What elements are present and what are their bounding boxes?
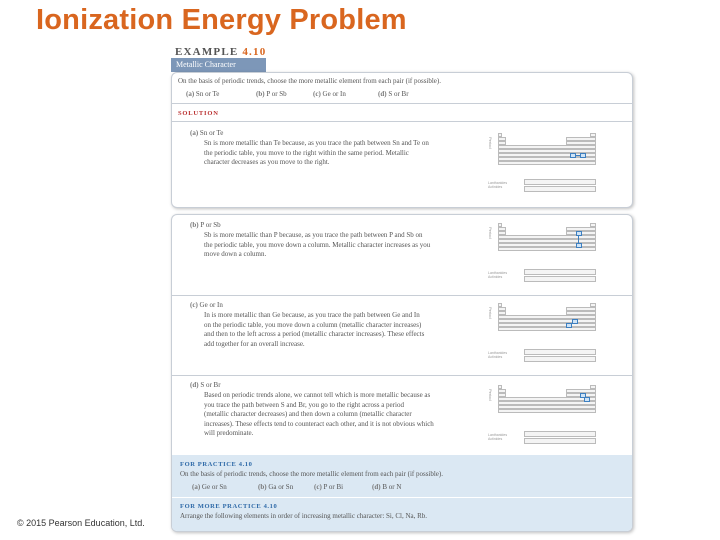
divider [172,497,632,498]
practice-choice-d: (d) B or N [372,483,402,491]
example-subtitle: Metallic Character [171,58,266,72]
slide-title: Ionization Energy Problem [36,4,407,36]
periodic-table-figure-a: Period Lanthanides Actinides [488,129,596,195]
period-axis-label: Period [488,307,493,319]
periodic-table-figure-d: Period Lanthanides Actinides [488,381,596,447]
solution-label: SOLUTION [178,110,219,117]
highlight-sn [570,153,576,158]
highlight-s [580,393,586,398]
periodic-table-grid [498,303,596,343]
practice-box: FOR PRACTICE 4.10 On the basis of period… [172,455,632,531]
practice-choice-b: (b) Ga or Sn [258,483,294,491]
highlight-p [576,231,582,236]
practice-choice-a: (a) Ge or Sn [192,483,227,491]
more-practice-text: Arrange the following elements in order … [180,512,428,520]
trend-arrow [576,155,580,156]
divider [172,121,632,122]
choice-a: (a) Sn or Te [186,90,220,98]
part-d-heading: (d) S or Br [190,381,221,389]
periodic-table-grid [498,385,596,425]
example-card-bottom: (b) P or Sb Sb is more metallic than P b… [171,214,633,532]
choice-b: (b) P or Sb [256,90,287,98]
part-d-explanation: Based on periodic trends alone, we canno… [204,391,434,437]
period-axis-label: Period [488,137,493,149]
example-heading: EXAMPLE 4.10 [175,46,266,58]
highlight-te [580,153,586,158]
periodic-table-grid [498,133,596,173]
practice-question: On the basis of periodic trends, choose … [180,470,443,478]
part-a-explanation: Sn is more metallic than Te because, as … [204,139,429,166]
part-a-heading: (a) Sn or Te [190,129,224,137]
highlight-ge [572,319,578,324]
choice-d: (d) S or Br [378,90,409,98]
highlight-in [566,323,572,328]
lanthanides-label: Lanthanides Actinides [488,433,508,441]
example-card-top: On the basis of periodic trends, choose … [171,72,633,208]
trend-arrow [578,236,579,243]
choice-c: (c) Ge or In [313,90,346,98]
example-question: On the basis of periodic trends, choose … [178,77,441,85]
example-number: 4.10 [242,46,267,58]
periodic-table-grid [498,223,596,263]
divider [172,295,632,296]
practice-heading: FOR PRACTICE 4.10 [180,461,253,468]
part-b-heading: (b) P or Sb [190,221,221,229]
divider [172,103,632,104]
period-axis-label: Period [488,389,493,401]
lanthanides-label: Lanthanides Actinides [488,351,508,359]
copyright: © 2015 Pearson Education, Ltd. [17,518,145,528]
periodic-table-figure-c: Period Lanthanides Actinides [488,299,596,365]
part-c-heading: (c) Ge or In [190,301,223,309]
lanthanides-label: Lanthanides Actinides [488,271,508,279]
example-label: EXAMPLE [175,46,239,58]
divider [172,375,632,376]
part-b-explanation: Sb is more metallic than P because, as y… [204,231,431,258]
highlight-sb [576,243,582,248]
lanthanide-rows [524,179,596,193]
part-c-explanation: In is more metallic than Ge because, as … [204,311,425,348]
more-practice-heading: FOR MORE PRACTICE 4.10 [180,503,278,510]
highlight-br [584,397,590,402]
periodic-table-figure-b: Period Lanthanides Actinides [488,219,596,285]
lanthanides-label: Lanthanides Actinides [488,181,508,189]
practice-choice-c: (c) P or Bi [314,483,344,491]
period-axis-label: Period [488,227,493,239]
